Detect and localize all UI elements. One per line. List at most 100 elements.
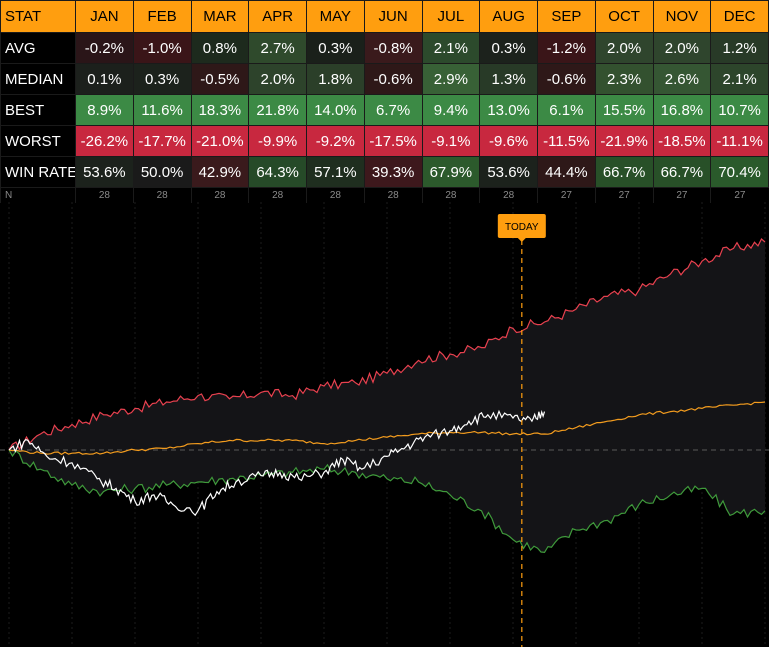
column-header-oct[interactable]: OCT <box>594 0 654 33</box>
row-label: MEDIAN <box>0 63 76 95</box>
stat-cell: 15.5% <box>594 94 654 126</box>
column-header-nov[interactable]: NOV <box>652 0 712 33</box>
today-label: TODAY <box>505 222 539 233</box>
stat-row-avg: AVG -0.2% -1.0% 0.8% 2.7% 0.3% -0.8% 2.1% 0.3% -1… <box>0 32 769 64</box>
stat-cell: 9.4% <box>421 94 481 126</box>
seasonality-table: STAT JAN FEB MAR APR MAY JUN JUL AUG SEP OCT NOV DE… <box>0 0 769 203</box>
sample-count-cell: 28 <box>75 187 134 203</box>
sample-count-cell: 27 <box>537 187 596 203</box>
stat-cell: 1.3% <box>479 63 538 95</box>
stat-cell: 39.3% <box>363 156 423 188</box>
column-header-may[interactable]: MAY <box>306 0 365 33</box>
stat-cell: 2.1% <box>421 32 481 64</box>
stat-cell: 1.8% <box>306 63 365 95</box>
stat-cell: 14.0% <box>306 94 365 126</box>
stat-cell: 1.2% <box>710 32 769 64</box>
stat-cell: 6.7% <box>363 94 423 126</box>
sample-count-cell: 28 <box>132 187 191 203</box>
stat-cell: -21.0% <box>190 125 250 157</box>
series-line-worst <box>8 449 766 554</box>
stat-cell: -1.0% <box>132 32 192 64</box>
stat-cell: 0.3% <box>306 32 365 64</box>
stat-cell: 2.0% <box>652 32 712 64</box>
sample-count-cell: 28 <box>421 187 480 203</box>
stat-cell: -0.8% <box>363 32 423 64</box>
stat-cell: 21.8% <box>248 94 307 126</box>
column-header-dec[interactable]: DEC <box>710 0 769 33</box>
stat-cell: 16.8% <box>652 94 712 126</box>
column-header-jul[interactable]: JUL <box>421 0 481 33</box>
sample-count-cell: 28 <box>479 187 538 203</box>
stat-cell: 66.7% <box>652 156 712 188</box>
column-header-apr[interactable]: APR <box>248 0 307 33</box>
today-marker-box <box>497 214 546 238</box>
stat-cell: 11.6% <box>132 94 192 126</box>
row-label: N <box>0 187 76 203</box>
column-header-mar[interactable]: MAR <box>190 0 250 33</box>
stat-cell: -0.6% <box>537 63 596 95</box>
stat-cell: -18.5% <box>652 125 712 157</box>
stat-cell: -0.2% <box>75 32 134 64</box>
stat-cell: 2.6% <box>652 63 712 95</box>
stat-cell: -9.6% <box>479 125 538 157</box>
range-band <box>9 239 765 553</box>
stat-cell: 53.6% <box>479 156 538 188</box>
stat-cell: 2.3% <box>594 63 654 95</box>
column-header-aug[interactable]: AUG <box>479 0 538 33</box>
stat-cell: -11.1% <box>710 125 769 157</box>
row-label: WIN RATE <box>0 156 76 188</box>
stat-cell: -17.7% <box>132 125 192 157</box>
stat-cell: 2.1% <box>710 63 769 95</box>
stat-row-win-rate: WIN RATE 53.6% 50.0% 42.9% 64.3% 57.1% 39.3% 67… <box>0 156 769 188</box>
sample-count-cell: 28 <box>306 187 365 203</box>
stat-cell: 0.3% <box>132 63 192 95</box>
column-header-sep[interactable]: SEP <box>537 0 596 33</box>
stat-cell: -21.9% <box>594 125 654 157</box>
series-line-current <box>8 409 546 517</box>
stat-row-worst: WORST -26.2% -17.7% -21.0% -9.9% -9.2% -17.5% -… <box>0 125 769 157</box>
sample-count-cell: 27 <box>594 187 653 203</box>
sample-count-cell: 28 <box>363 187 422 203</box>
stat-cell: -9.1% <box>421 125 481 157</box>
stat-cell: 50.0% <box>132 156 192 188</box>
stat-cell: 0.8% <box>190 32 250 64</box>
stat-cell: 18.3% <box>190 94 250 126</box>
stat-cell: 0.3% <box>479 32 538 64</box>
stat-cell: -9.9% <box>248 125 307 157</box>
sample-count-cell: 27 <box>710 187 769 203</box>
stat-cell: 67.9% <box>421 156 481 188</box>
stat-cell: 2.9% <box>421 63 481 95</box>
row-label: BEST <box>0 94 76 126</box>
column-header-jan[interactable]: JAN <box>75 0 134 33</box>
column-header-stat[interactable]: STAT <box>0 0 76 33</box>
stat-cell: -17.5% <box>363 125 423 157</box>
column-header-feb[interactable]: FEB <box>132 0 192 33</box>
stat-cell: -1.2% <box>537 32 596 64</box>
stat-cell: 44.4% <box>537 156 596 188</box>
stat-cell: 0.1% <box>75 63 134 95</box>
column-header-jun[interactable]: JUN <box>363 0 423 33</box>
sample-count-cell: 27 <box>652 187 711 203</box>
stat-cell: 8.9% <box>75 94 134 126</box>
stat-row-best: BEST 8.9% 11.6% 18.3% 21.8% 14.0% 6.7% 9.4% 13.0… <box>0 94 769 126</box>
stat-cell: -0.6% <box>363 63 423 95</box>
stat-cell: 2.0% <box>248 63 307 95</box>
row-label: AVG <box>0 32 76 64</box>
series-line-best <box>8 238 766 451</box>
series-line-average <box>8 401 766 456</box>
stat-cell: 13.0% <box>479 94 538 126</box>
today-marker-pointer <box>517 238 526 242</box>
stat-cell: 42.9% <box>190 156 250 188</box>
seasonality-chart[interactable]: TODAY <box>0 202 769 647</box>
stat-cell: -0.5% <box>190 63 250 95</box>
stat-cell: 6.1% <box>537 94 596 126</box>
stat-cell: 2.0% <box>594 32 654 64</box>
stat-cell: -26.2% <box>75 125 134 157</box>
table-header-row: STAT JAN FEB MAR APR MAY JUN JUL AUG SEP OCT NOV DE… <box>0 0 769 33</box>
stat-row-median: MEDIAN 0.1% 0.3% -0.5% 2.0% 1.8% -0.6% 2.9% 1.3%… <box>0 63 769 95</box>
table-body: AVG -0.2% -1.0% 0.8% 2.7% 0.3% -0.8% 2.1% 0.3% -1… <box>0 32 769 203</box>
stat-cell: 70.4% <box>710 156 769 188</box>
stat-cell: 64.3% <box>248 156 307 188</box>
stat-cell: 53.6% <box>75 156 134 188</box>
row-label: WORST <box>0 125 76 157</box>
